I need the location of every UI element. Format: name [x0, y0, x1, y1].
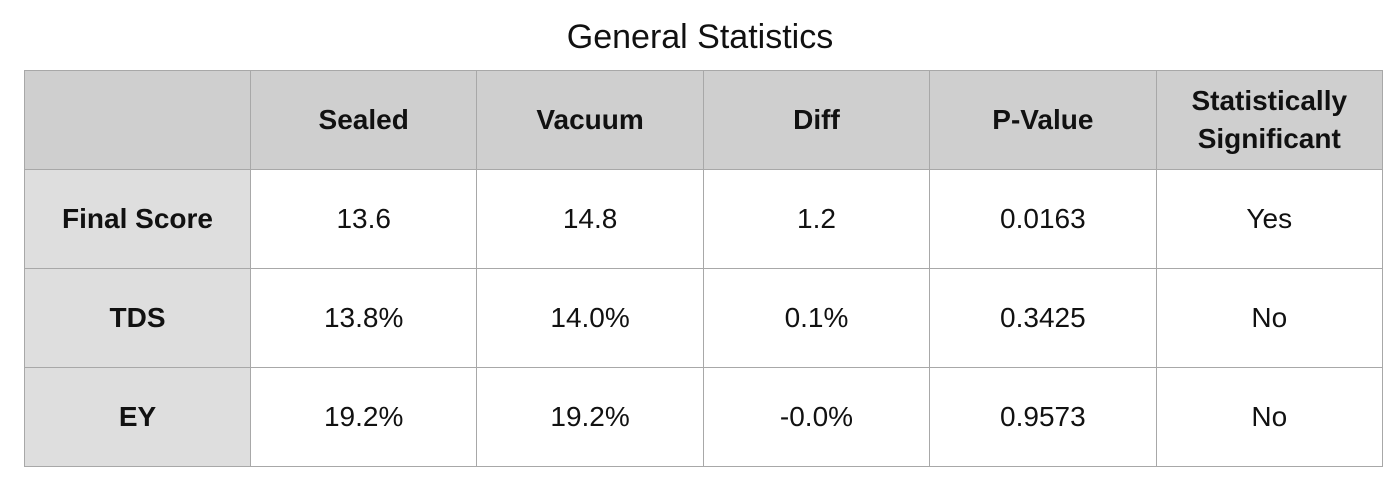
table-cell: 14.0% — [476, 268, 704, 368]
header-cell-diff: Diff — [702, 70, 931, 170]
statistics-table: Sealed Vacuum Diff P-Value Statistically… — [24, 70, 1383, 467]
table-cell: No — [1155, 268, 1383, 368]
table-cell: Yes — [1155, 169, 1383, 269]
table-row: TDS 13.8% 14.0% 0.1% 0.3425 No — [24, 268, 1383, 368]
header-cell-vacuum: Vacuum — [476, 70, 704, 170]
row-label-final-score: Final Score — [24, 169, 251, 269]
row-label-tds: TDS — [24, 268, 251, 368]
table-title: General Statistics — [566, 18, 834, 56]
table-row: Final Score 13.6 14.8 1.2 0.0163 Yes — [24, 169, 1383, 269]
table-cell: No — [1155, 367, 1383, 467]
header-cell-corner — [24, 70, 251, 170]
table-cell: -0.0% — [702, 367, 931, 467]
table-cell: 13.6 — [249, 169, 478, 269]
header-row: Sealed Vacuum Diff P-Value Statistically… — [24, 70, 1383, 170]
header-cell-statistically-significant: Statistically Significant — [1155, 70, 1383, 170]
table-cell: 0.9573 — [929, 367, 1157, 467]
table-cell: 0.1% — [702, 268, 931, 368]
table-cell: 13.8% — [249, 268, 478, 368]
table-row: EY 19.2% 19.2% -0.0% 0.9573 No — [24, 367, 1383, 467]
table-cell: 19.2% — [249, 367, 478, 467]
row-label-ey: EY — [24, 367, 251, 467]
header-cell-p-value: P-Value — [929, 70, 1157, 170]
table-cell: 14.8 — [476, 169, 704, 269]
table-cell: 1.2 — [702, 169, 931, 269]
table-cell: 0.0163 — [929, 169, 1157, 269]
header-cell-sealed: Sealed — [249, 70, 478, 170]
table-cell: 0.3425 — [929, 268, 1157, 368]
table-cell: 19.2% — [476, 367, 704, 467]
